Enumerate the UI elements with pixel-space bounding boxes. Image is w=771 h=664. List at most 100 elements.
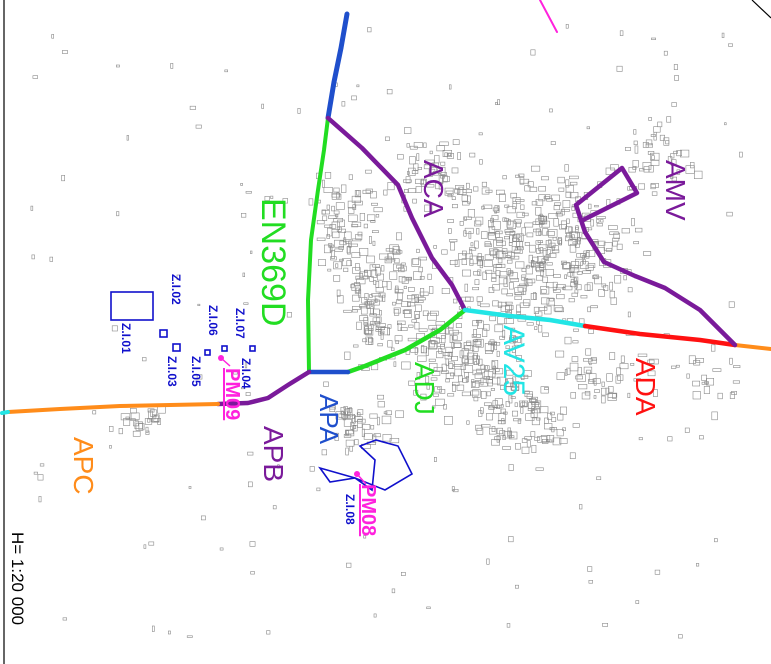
building <box>630 362 635 366</box>
building <box>554 307 564 313</box>
building <box>539 247 544 254</box>
building <box>455 323 462 328</box>
zone-zi06-outline <box>221 345 228 352</box>
building <box>511 410 518 417</box>
building <box>481 205 485 210</box>
building <box>247 451 254 456</box>
building <box>717 392 723 400</box>
building <box>541 289 547 294</box>
building <box>309 466 315 472</box>
building <box>546 231 555 236</box>
building <box>520 374 529 379</box>
building <box>367 27 372 33</box>
building <box>530 165 541 172</box>
building <box>418 328 428 332</box>
building <box>430 377 438 381</box>
building <box>508 242 513 246</box>
building <box>447 219 454 223</box>
building <box>431 340 437 345</box>
building <box>484 350 493 354</box>
building <box>532 408 541 414</box>
building <box>376 323 386 328</box>
building <box>540 386 549 394</box>
building <box>407 302 416 307</box>
building <box>376 416 380 426</box>
building <box>484 343 494 351</box>
building <box>533 291 537 300</box>
building <box>663 137 670 146</box>
building <box>135 422 144 431</box>
building <box>497 419 506 425</box>
building <box>375 287 384 293</box>
building <box>506 369 514 376</box>
building <box>186 635 193 638</box>
building <box>671 102 677 107</box>
building <box>485 376 494 384</box>
building <box>684 427 690 433</box>
building <box>505 378 514 387</box>
building <box>132 430 141 437</box>
building <box>336 226 342 232</box>
building <box>321 179 325 188</box>
building <box>733 365 741 369</box>
building <box>470 242 474 247</box>
building <box>375 214 380 218</box>
building <box>570 270 575 279</box>
building <box>542 332 549 337</box>
building <box>170 62 174 69</box>
building <box>397 322 403 332</box>
building <box>685 165 695 174</box>
building <box>495 230 503 235</box>
building <box>514 295 522 300</box>
building <box>148 541 155 546</box>
building <box>526 440 531 448</box>
building <box>367 299 375 305</box>
building <box>524 436 532 440</box>
building <box>558 187 565 192</box>
building <box>574 258 583 266</box>
road-apb <box>215 369 312 407</box>
building <box>582 358 593 362</box>
building <box>506 220 517 229</box>
building <box>531 201 538 206</box>
building <box>517 419 522 424</box>
building <box>473 396 479 402</box>
building <box>506 293 513 297</box>
building <box>502 329 506 338</box>
building <box>521 400 525 406</box>
building <box>558 224 567 230</box>
building <box>580 295 588 299</box>
building <box>359 273 364 278</box>
building <box>449 335 453 343</box>
building <box>397 154 404 160</box>
building <box>323 187 333 193</box>
building <box>434 155 440 164</box>
building <box>721 32 725 38</box>
building <box>504 382 513 388</box>
building <box>562 427 567 431</box>
building <box>474 220 482 227</box>
building <box>482 204 493 210</box>
building <box>380 332 384 340</box>
building <box>633 378 641 382</box>
building <box>61 175 65 182</box>
building <box>352 425 357 429</box>
building <box>386 281 392 290</box>
building <box>631 218 635 227</box>
building <box>443 404 447 410</box>
building <box>297 108 301 114</box>
building <box>649 152 660 161</box>
industrial-zones <box>110 291 414 492</box>
building <box>330 256 337 261</box>
building <box>457 152 461 160</box>
building <box>508 536 514 543</box>
building <box>464 283 468 292</box>
building <box>145 426 149 433</box>
building <box>413 389 419 396</box>
building <box>594 205 599 208</box>
building <box>472 339 482 347</box>
building <box>469 152 476 158</box>
building <box>542 276 548 283</box>
building <box>632 160 639 168</box>
building <box>415 178 424 184</box>
